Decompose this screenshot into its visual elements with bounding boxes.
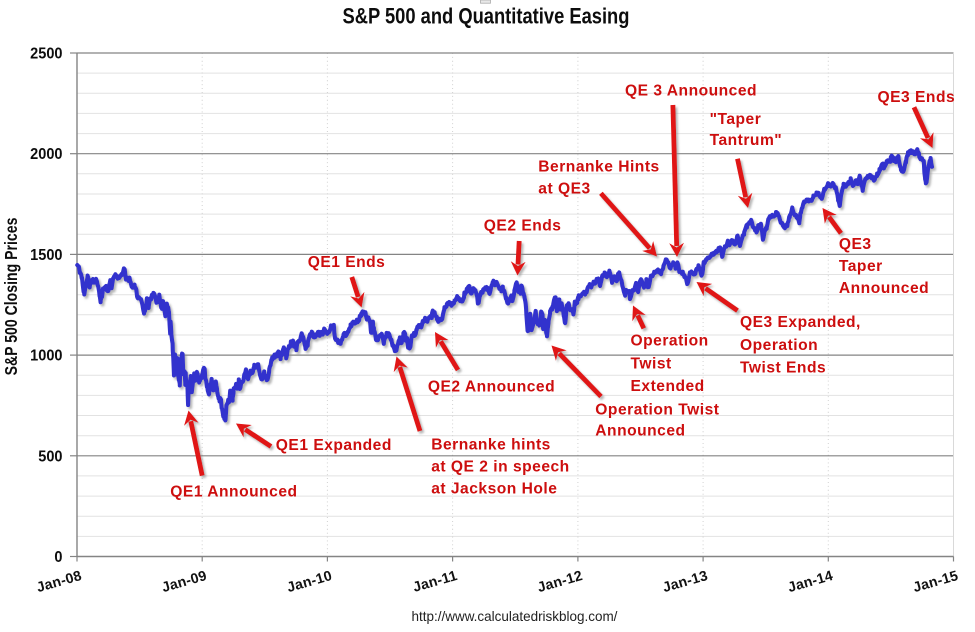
svg-text:Tantrum": Tantrum" [710,132,783,149]
svg-text:at QE3: at QE3 [538,181,590,198]
svg-text:at QE 2 in speech: at QE 2 in speech [431,458,570,475]
svg-text:Announced: Announced [839,280,929,297]
svg-text:QE1 Announced: QE1 Announced [170,484,297,501]
svg-text:2000: 2000 [30,146,62,164]
svg-text:Operation: Operation [631,333,709,350]
svg-text:QE1 Expanded: QE1 Expanded [276,437,392,454]
svg-text:1000: 1000 [30,347,62,365]
svg-text:QE3 Expanded,: QE3 Expanded, [740,314,861,331]
svg-text:Bernanke Hints: Bernanke Hints [538,159,659,176]
svg-text:QE2 Ends: QE2 Ends [484,218,562,235]
svg-text:2500: 2500 [30,45,62,63]
svg-text:1500: 1500 [30,246,62,264]
svg-text:Announced: Announced [595,422,685,439]
svg-text:Twist Ends: Twist Ends [740,360,826,377]
svg-text:Extended: Extended [631,378,705,395]
svg-text:Taper: Taper [839,258,883,275]
svg-text:"Taper: "Taper [710,111,762,128]
svg-text:Twist: Twist [631,355,672,372]
svg-text:QE2 Announced: QE2 Announced [428,379,555,396]
svg-text:Bernanke hints: Bernanke hints [431,436,551,453]
svg-text:QE3 Ends: QE3 Ends [878,89,956,106]
svg-text:QE 3 Announced: QE 3 Announced [625,83,757,100]
svg-text:QE1 Ends: QE1 Ends [308,254,386,271]
svg-text:at Jackson Hole: at Jackson Hole [431,480,557,497]
svg-text:Operation Twist: Operation Twist [595,402,719,419]
svg-text:http://www.calculatedriskblog.: http://www.calculatedriskblog.com/ [412,607,618,623]
svg-text:S&P 500 Closing Prices: S&P 500 Closing Prices [3,217,22,375]
svg-text:0: 0 [54,548,62,566]
svg-text:500: 500 [38,448,62,466]
svg-text:QE3: QE3 [839,236,872,253]
svg-text:S&P 500 and Quantitative Easin: S&P 500 and Quantitative Easing [343,4,630,29]
svg-text:Operation: Operation [740,337,818,354]
